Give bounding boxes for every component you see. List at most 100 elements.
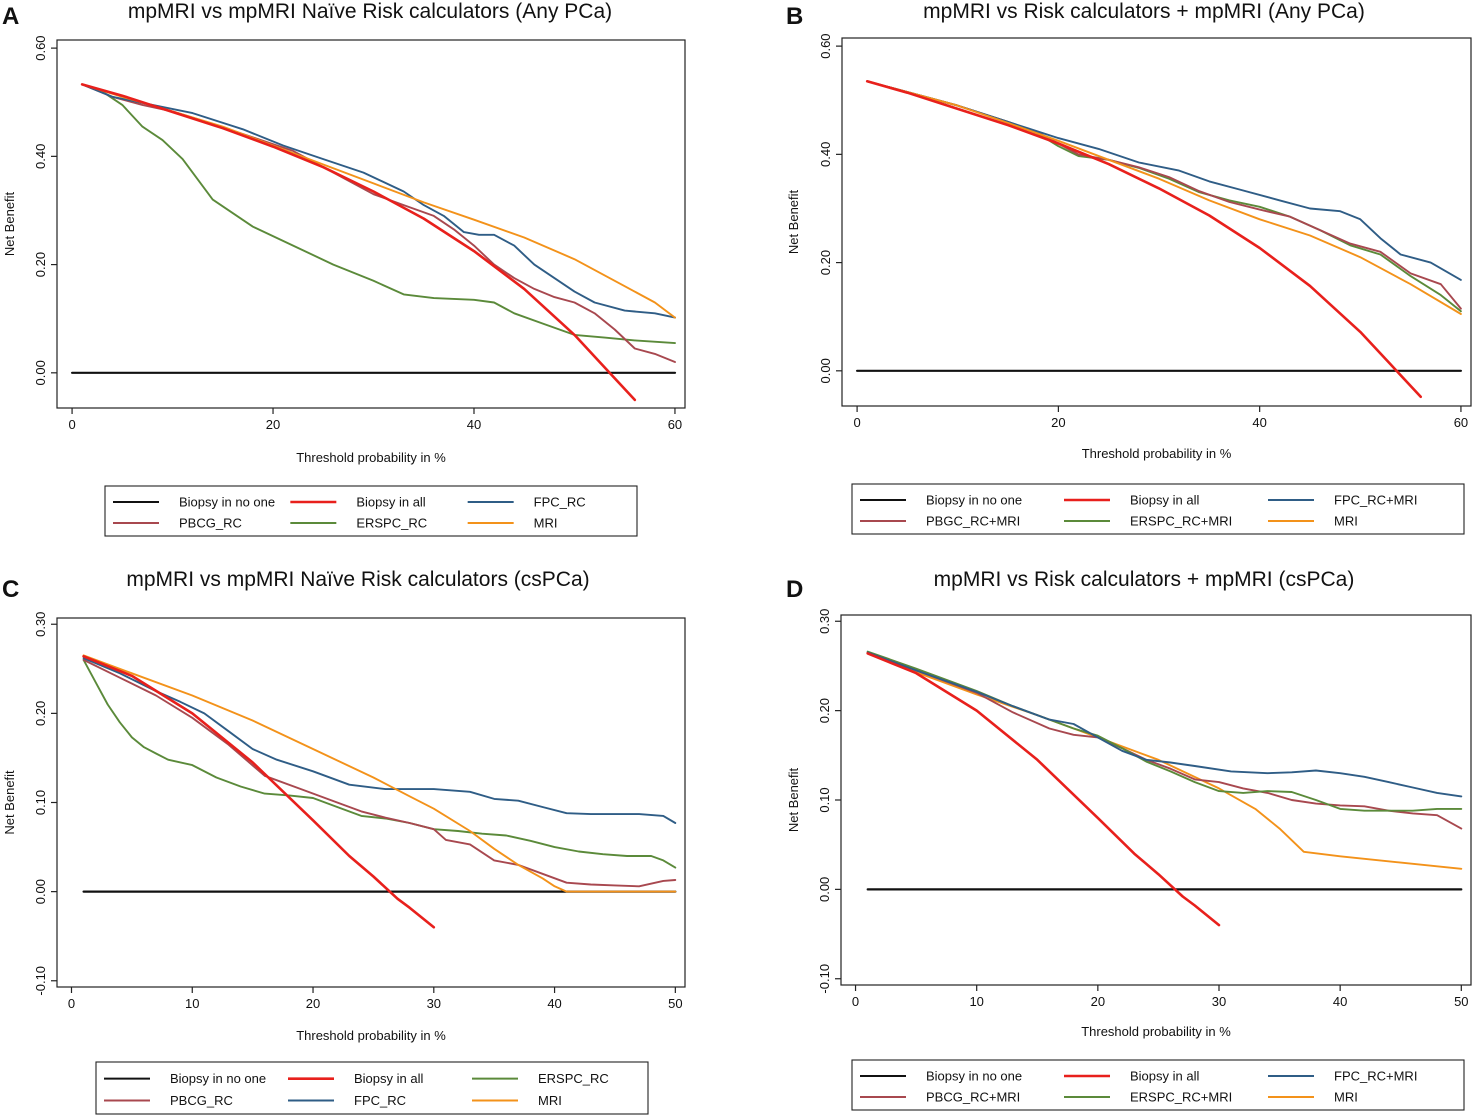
panel-c: C mpMRI vs mpMRI Naïve Risk calculators … <box>2 568 686 1115</box>
x-tick-label: 30 <box>1212 994 1226 1009</box>
plot-frame <box>56 39 686 409</box>
series-line-all <box>82 654 436 929</box>
x-tick-label: 40 <box>547 996 561 1011</box>
legend: Biopsy in no one Biopsy in all FPC_RC+MRI P… <box>851 483 1465 535</box>
series-line-fpc <box>82 657 677 824</box>
legend-label: MRI <box>534 516 558 531</box>
legend-label: MRI <box>1334 514 1358 529</box>
chart-title: mpMRI vs Risk calculators + mpMRI (csPCa… <box>934 568 1355 591</box>
series-line-pbcg <box>866 651 1463 830</box>
plot-frame <box>841 37 1472 407</box>
legend-label: ERSPC_RC <box>356 516 427 531</box>
y-tick-label: 0.20 <box>33 701 48 726</box>
x-tick-label: 60 <box>1454 415 1468 430</box>
panel-d: D mpMRI vs Risk calculators + mpMRI (csP… <box>786 568 1472 1111</box>
series-line-fpc <box>81 83 676 319</box>
y-axis-label: Net Benefit <box>2 770 17 835</box>
x-tick-label: 40 <box>1252 415 1266 430</box>
series-line-fpc <box>866 651 1463 798</box>
legend-label: ERSPC_RC+MRI <box>1130 1090 1232 1105</box>
legend-label: FPC_RC <box>534 495 586 510</box>
x-tick-label: 20 <box>306 996 320 1011</box>
y-tick-label: 0.20 <box>818 250 833 275</box>
chart-title: mpMRI vs mpMRI Naïve Risk calculators (c… <box>126 568 589 591</box>
x-tick-label: 40 <box>467 417 481 432</box>
legend-label: PBCG_RC <box>179 516 242 531</box>
plot-area: 0 10 20 30 40 50 -0.10 0.00 0.10 0.20 0.30 <box>33 612 686 1011</box>
x-tick-label: 10 <box>185 996 199 1011</box>
legend-label: ERSPC_RC <box>538 1071 609 1086</box>
panel-label: A <box>2 3 19 30</box>
chart-title: mpMRI vs Risk calculators + mpMRI (Any P… <box>923 0 1365 23</box>
y-tick-label: 0.20 <box>33 252 48 277</box>
legend: Biopsy in no one Biopsy in all ERSPC_RC PBC… <box>95 1061 649 1115</box>
legend-box <box>851 1059 1465 1111</box>
legend-label: PBGC_RC+MRI <box>926 514 1020 529</box>
y-tick-label: 0.30 <box>817 609 832 634</box>
legend-label: Biopsy in all <box>356 495 425 510</box>
legend-label: Biopsy in all <box>1130 493 1199 508</box>
x-tick-label: 0 <box>852 994 859 1009</box>
series-line-erspc <box>82 658 677 869</box>
legend-box <box>95 1061 649 1115</box>
plot-area: 0 20 40 60 0.00 0.20 0.40 0.60 <box>33 35 686 432</box>
x-tick-label: 40 <box>1333 994 1347 1009</box>
series-line-all <box>865 80 1422 399</box>
legend-label: Biopsy in no one <box>926 1069 1022 1084</box>
legend-label: FPC_RC+MRI <box>1334 1069 1417 1084</box>
y-tick-label: 0.00 <box>33 360 48 385</box>
legend-label: PBCG_RC+MRI <box>926 1090 1020 1105</box>
panel-label: B <box>786 3 803 30</box>
x-tick-label: 20 <box>1051 415 1065 430</box>
legend-label: Biopsy in no one <box>179 495 275 510</box>
y-tick-label: 0.10 <box>817 787 832 812</box>
y-tick-label: 0.00 <box>817 877 832 902</box>
legend-box <box>851 483 1465 535</box>
series-line-all <box>80 83 637 402</box>
series-line-mri <box>866 80 1462 315</box>
x-tick-label: 60 <box>668 417 682 432</box>
x-tick-label: 50 <box>1454 994 1468 1009</box>
series-line-pbcg <box>82 658 677 888</box>
x-axis-label: Threshold probability in % <box>296 1028 446 1043</box>
x-tick-label: 0 <box>853 415 860 430</box>
y-axis-label: Net Benefit <box>786 767 801 832</box>
panel-a: A mpMRI vs mpMRI Naïve Risk calculators … <box>2 0 686 537</box>
y-axis-label: Net Benefit <box>786 189 801 254</box>
x-tick-label: 50 <box>668 996 682 1011</box>
legend-label: FPC_RC+MRI <box>1334 493 1417 508</box>
plot-area: 0 10 20 30 40 50 -0.10 0.00 0.10 0.20 0.30 <box>817 609 1472 1009</box>
x-axis-label: Threshold probability in % <box>296 450 446 465</box>
y-tick-label: 0.40 <box>33 144 48 169</box>
y-tick-label: 0.40 <box>818 142 833 167</box>
legend-label: Biopsy in no one <box>170 1071 266 1086</box>
series-line-erspc <box>81 83 676 345</box>
panel-label: D <box>786 576 803 603</box>
y-tick-label: 0.00 <box>818 358 833 383</box>
legend-label: ERSPC_RC+MRI <box>1130 514 1232 529</box>
x-tick-label: 0 <box>68 996 75 1011</box>
series-line-all <box>866 652 1221 927</box>
legend: Biopsy in no one Biopsy in all FPC_RC PBCG_… <box>104 485 638 537</box>
x-axis-label: Threshold probability in % <box>1082 446 1232 461</box>
x-tick-label: 20 <box>266 417 280 432</box>
legend-label: MRI <box>538 1093 562 1108</box>
panel-b: B mpMRI vs Risk calculators + mpMRI (Any… <box>786 0 1472 535</box>
plot-area: 0 20 40 60 0.00 0.20 0.40 0.60 <box>818 33 1472 430</box>
y-tick-label: 0.60 <box>818 33 833 58</box>
x-tick-label: 0 <box>68 417 75 432</box>
legend-label: Biopsy in all <box>1130 1069 1199 1084</box>
legend-label: FPC_RC <box>354 1093 406 1108</box>
legend-label: Biopsy in all <box>354 1071 423 1086</box>
legend-box <box>104 485 638 537</box>
legend-label: PBCG_RC <box>170 1093 233 1108</box>
x-tick-label: 30 <box>427 996 441 1011</box>
chart-title: mpMRI vs mpMRI Naïve Risk calculators (A… <box>128 0 612 23</box>
y-tick-label: 0.20 <box>817 698 832 723</box>
y-tick-label: 0.60 <box>33 35 48 60</box>
legend-label: Biopsy in no one <box>926 493 1022 508</box>
panel-label: C <box>2 576 19 603</box>
y-axis-label: Net Benefit <box>2 191 17 256</box>
y-tick-label: -0.10 <box>33 966 48 996</box>
x-tick-label: 10 <box>969 994 983 1009</box>
